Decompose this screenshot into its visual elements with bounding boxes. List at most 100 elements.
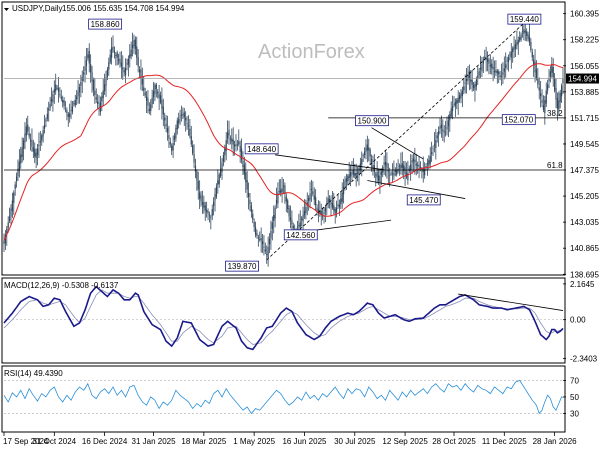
candle-body bbox=[8, 216, 11, 221]
candle-body bbox=[347, 176, 349, 182]
candle-body bbox=[150, 104, 152, 112]
candle-body bbox=[277, 192, 279, 204]
candle-body bbox=[20, 154, 22, 164]
price-y-tick-label: 160.395 bbox=[570, 10, 599, 19]
candle-body bbox=[119, 58, 121, 64]
last-price-badge bbox=[566, 73, 599, 84]
candle-body bbox=[173, 135, 176, 140]
candle-body bbox=[169, 142, 171, 145]
candle-body bbox=[62, 99, 64, 103]
candle-body bbox=[84, 66, 86, 71]
candle-body bbox=[238, 141, 240, 145]
candle-body bbox=[526, 31, 528, 36]
candle-body bbox=[333, 205, 335, 211]
candle-body bbox=[105, 77, 107, 86]
candle-body bbox=[67, 113, 69, 117]
candle-body bbox=[528, 36, 531, 43]
candle-body bbox=[137, 57, 139, 67]
candle-body bbox=[291, 220, 293, 225]
candle-body bbox=[387, 170, 389, 172]
macd-series-layer bbox=[3, 285, 564, 351]
triangle-upper-trendline bbox=[275, 154, 385, 171]
candle-body bbox=[229, 138, 231, 140]
candle-body bbox=[534, 61, 536, 73]
candle-body bbox=[380, 171, 382, 176]
price-label-box bbox=[507, 13, 542, 25]
macd-panel-frame bbox=[1, 277, 566, 364]
candle-body bbox=[474, 83, 476, 91]
candle-body bbox=[358, 167, 360, 175]
fib-level-label: 61.8 bbox=[547, 161, 563, 170]
candle-body bbox=[362, 155, 364, 157]
candle-body bbox=[74, 99, 76, 106]
candle-body bbox=[372, 165, 374, 169]
candle-body bbox=[316, 207, 318, 211]
candle-body bbox=[253, 222, 255, 228]
candle-body bbox=[183, 112, 185, 118]
candle-body bbox=[366, 144, 368, 151]
candle-body bbox=[266, 254, 268, 255]
candle-body bbox=[516, 42, 518, 46]
candle-body bbox=[192, 145, 194, 154]
dropdown-triangle-icon[interactable] bbox=[4, 8, 9, 11]
candle-body bbox=[27, 124, 29, 132]
candle-body bbox=[267, 246, 269, 258]
candle-body bbox=[35, 152, 37, 159]
candle-body bbox=[549, 71, 552, 77]
candle-body bbox=[231, 138, 233, 142]
candle-body bbox=[90, 64, 92, 73]
candle-body bbox=[14, 184, 16, 190]
candle-body bbox=[464, 82, 466, 84]
candle-body bbox=[468, 71, 470, 79]
candle-body bbox=[21, 147, 23, 158]
candle-body bbox=[13, 192, 15, 203]
candle-body bbox=[143, 87, 145, 91]
candle-body bbox=[41, 135, 43, 141]
candle-body bbox=[59, 94, 61, 96]
candle-body bbox=[145, 96, 148, 101]
candle-body bbox=[486, 58, 489, 62]
candle-body bbox=[76, 96, 78, 100]
price-label-box bbox=[283, 229, 318, 241]
candle-body bbox=[330, 202, 332, 205]
candle-body bbox=[489, 64, 491, 67]
candle-body bbox=[32, 146, 34, 152]
candle-body bbox=[161, 100, 163, 109]
candle-body bbox=[432, 148, 434, 150]
candle-body bbox=[50, 98, 53, 102]
candle-body bbox=[11, 200, 13, 212]
candle-body bbox=[398, 165, 401, 167]
candle-body bbox=[535, 69, 538, 79]
candle-body bbox=[252, 213, 254, 220]
candle-body bbox=[390, 173, 392, 175]
candle-body bbox=[313, 195, 315, 200]
candle-body bbox=[393, 172, 395, 176]
candle-body bbox=[113, 50, 116, 53]
macd-label: MACD(12,26,9) -0.5308 -0.6137 bbox=[4, 281, 119, 290]
candle-body bbox=[49, 103, 51, 108]
candle-body bbox=[138, 69, 141, 73]
candle-body bbox=[127, 58, 129, 65]
candle-body bbox=[197, 181, 199, 190]
candle-body bbox=[259, 238, 261, 240]
candle-body bbox=[479, 67, 482, 70]
macd-y-tick-label: 2.1645 bbox=[570, 280, 595, 289]
candle-body bbox=[498, 71, 500, 75]
candle-body bbox=[179, 116, 181, 118]
candle-body bbox=[214, 194, 216, 201]
candle-body bbox=[329, 198, 331, 202]
candle-body bbox=[201, 202, 204, 205]
candle-body bbox=[433, 144, 436, 146]
candle-body bbox=[166, 127, 169, 133]
candle-body bbox=[320, 210, 322, 216]
candle-body bbox=[484, 56, 486, 58]
candle-body bbox=[530, 41, 532, 50]
price-y-tick-label: 158.225 bbox=[570, 36, 599, 45]
candle-body bbox=[77, 91, 79, 97]
candle-body bbox=[18, 161, 20, 171]
candle-body bbox=[375, 174, 377, 176]
price-label-text: 159.440 bbox=[510, 15, 539, 24]
candle-body bbox=[369, 149, 371, 157]
candle-body bbox=[48, 108, 50, 111]
